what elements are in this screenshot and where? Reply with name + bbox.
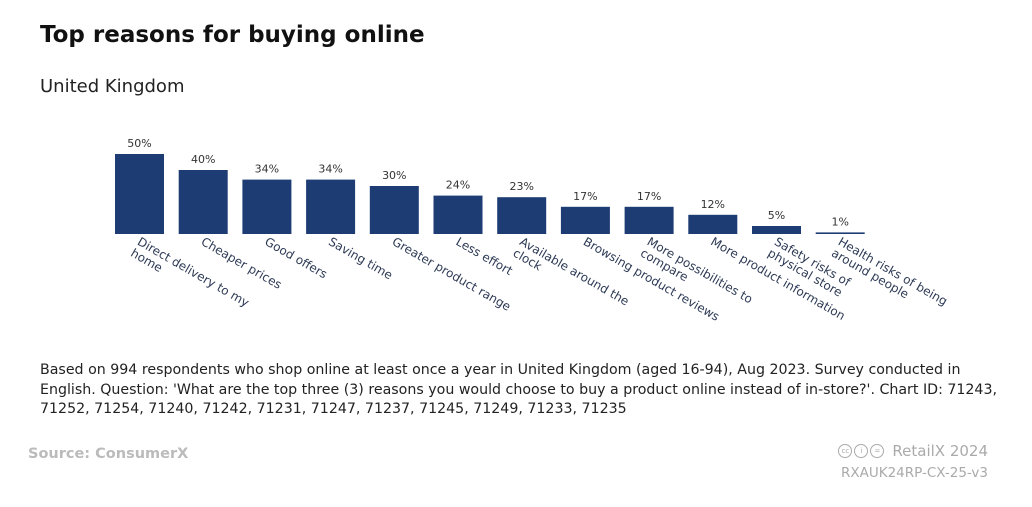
data-label: 12% (701, 198, 725, 211)
bar (752, 226, 801, 234)
data-label: 1% (831, 215, 848, 228)
bar (433, 195, 483, 234)
data-label: 40% (191, 153, 215, 166)
chart-code: RXAUK24RP-CX-25-v3 (840, 465, 988, 481)
bar (815, 232, 865, 234)
data-label: 5% (768, 209, 785, 222)
bar (560, 206, 610, 234)
source: Source: ConsumerX (28, 446, 189, 462)
chart-note: Based on 994 respondents who shop online… (40, 362, 997, 417)
category-label: Direct delivery to myhome (128, 234, 251, 321)
chart-subtitle: United Kingdom (40, 76, 185, 97)
category-label: Greater product range (390, 234, 513, 313)
category-label: Available around theclock (511, 234, 632, 319)
bar (242, 179, 292, 234)
bar (497, 197, 547, 234)
license-icons: cc i = (838, 444, 885, 458)
nd-icon: = (870, 444, 885, 458)
brand-text: RetailX 2024 (892, 442, 988, 460)
bar (624, 206, 674, 234)
data-label: 34% (255, 163, 279, 176)
data-label: 34% (318, 163, 342, 176)
cc-icon: cc (838, 444, 853, 458)
bar (306, 179, 356, 234)
category-label: Saving time (326, 234, 395, 282)
data-label: 17% (573, 190, 597, 203)
data-label: 23% (509, 180, 533, 193)
brand: cc i = RetailX 2024 (838, 442, 988, 460)
data-label: 50% (127, 137, 151, 150)
data-label: 17% (637, 190, 661, 203)
bar (369, 186, 419, 234)
by-icon: i (854, 444, 869, 458)
data-label: 30% (382, 169, 406, 182)
bar (178, 170, 228, 234)
bar (688, 214, 738, 234)
chart-title: Top reasons for buying online (40, 22, 425, 48)
data-label: 24% (446, 179, 470, 192)
bar (115, 154, 164, 234)
